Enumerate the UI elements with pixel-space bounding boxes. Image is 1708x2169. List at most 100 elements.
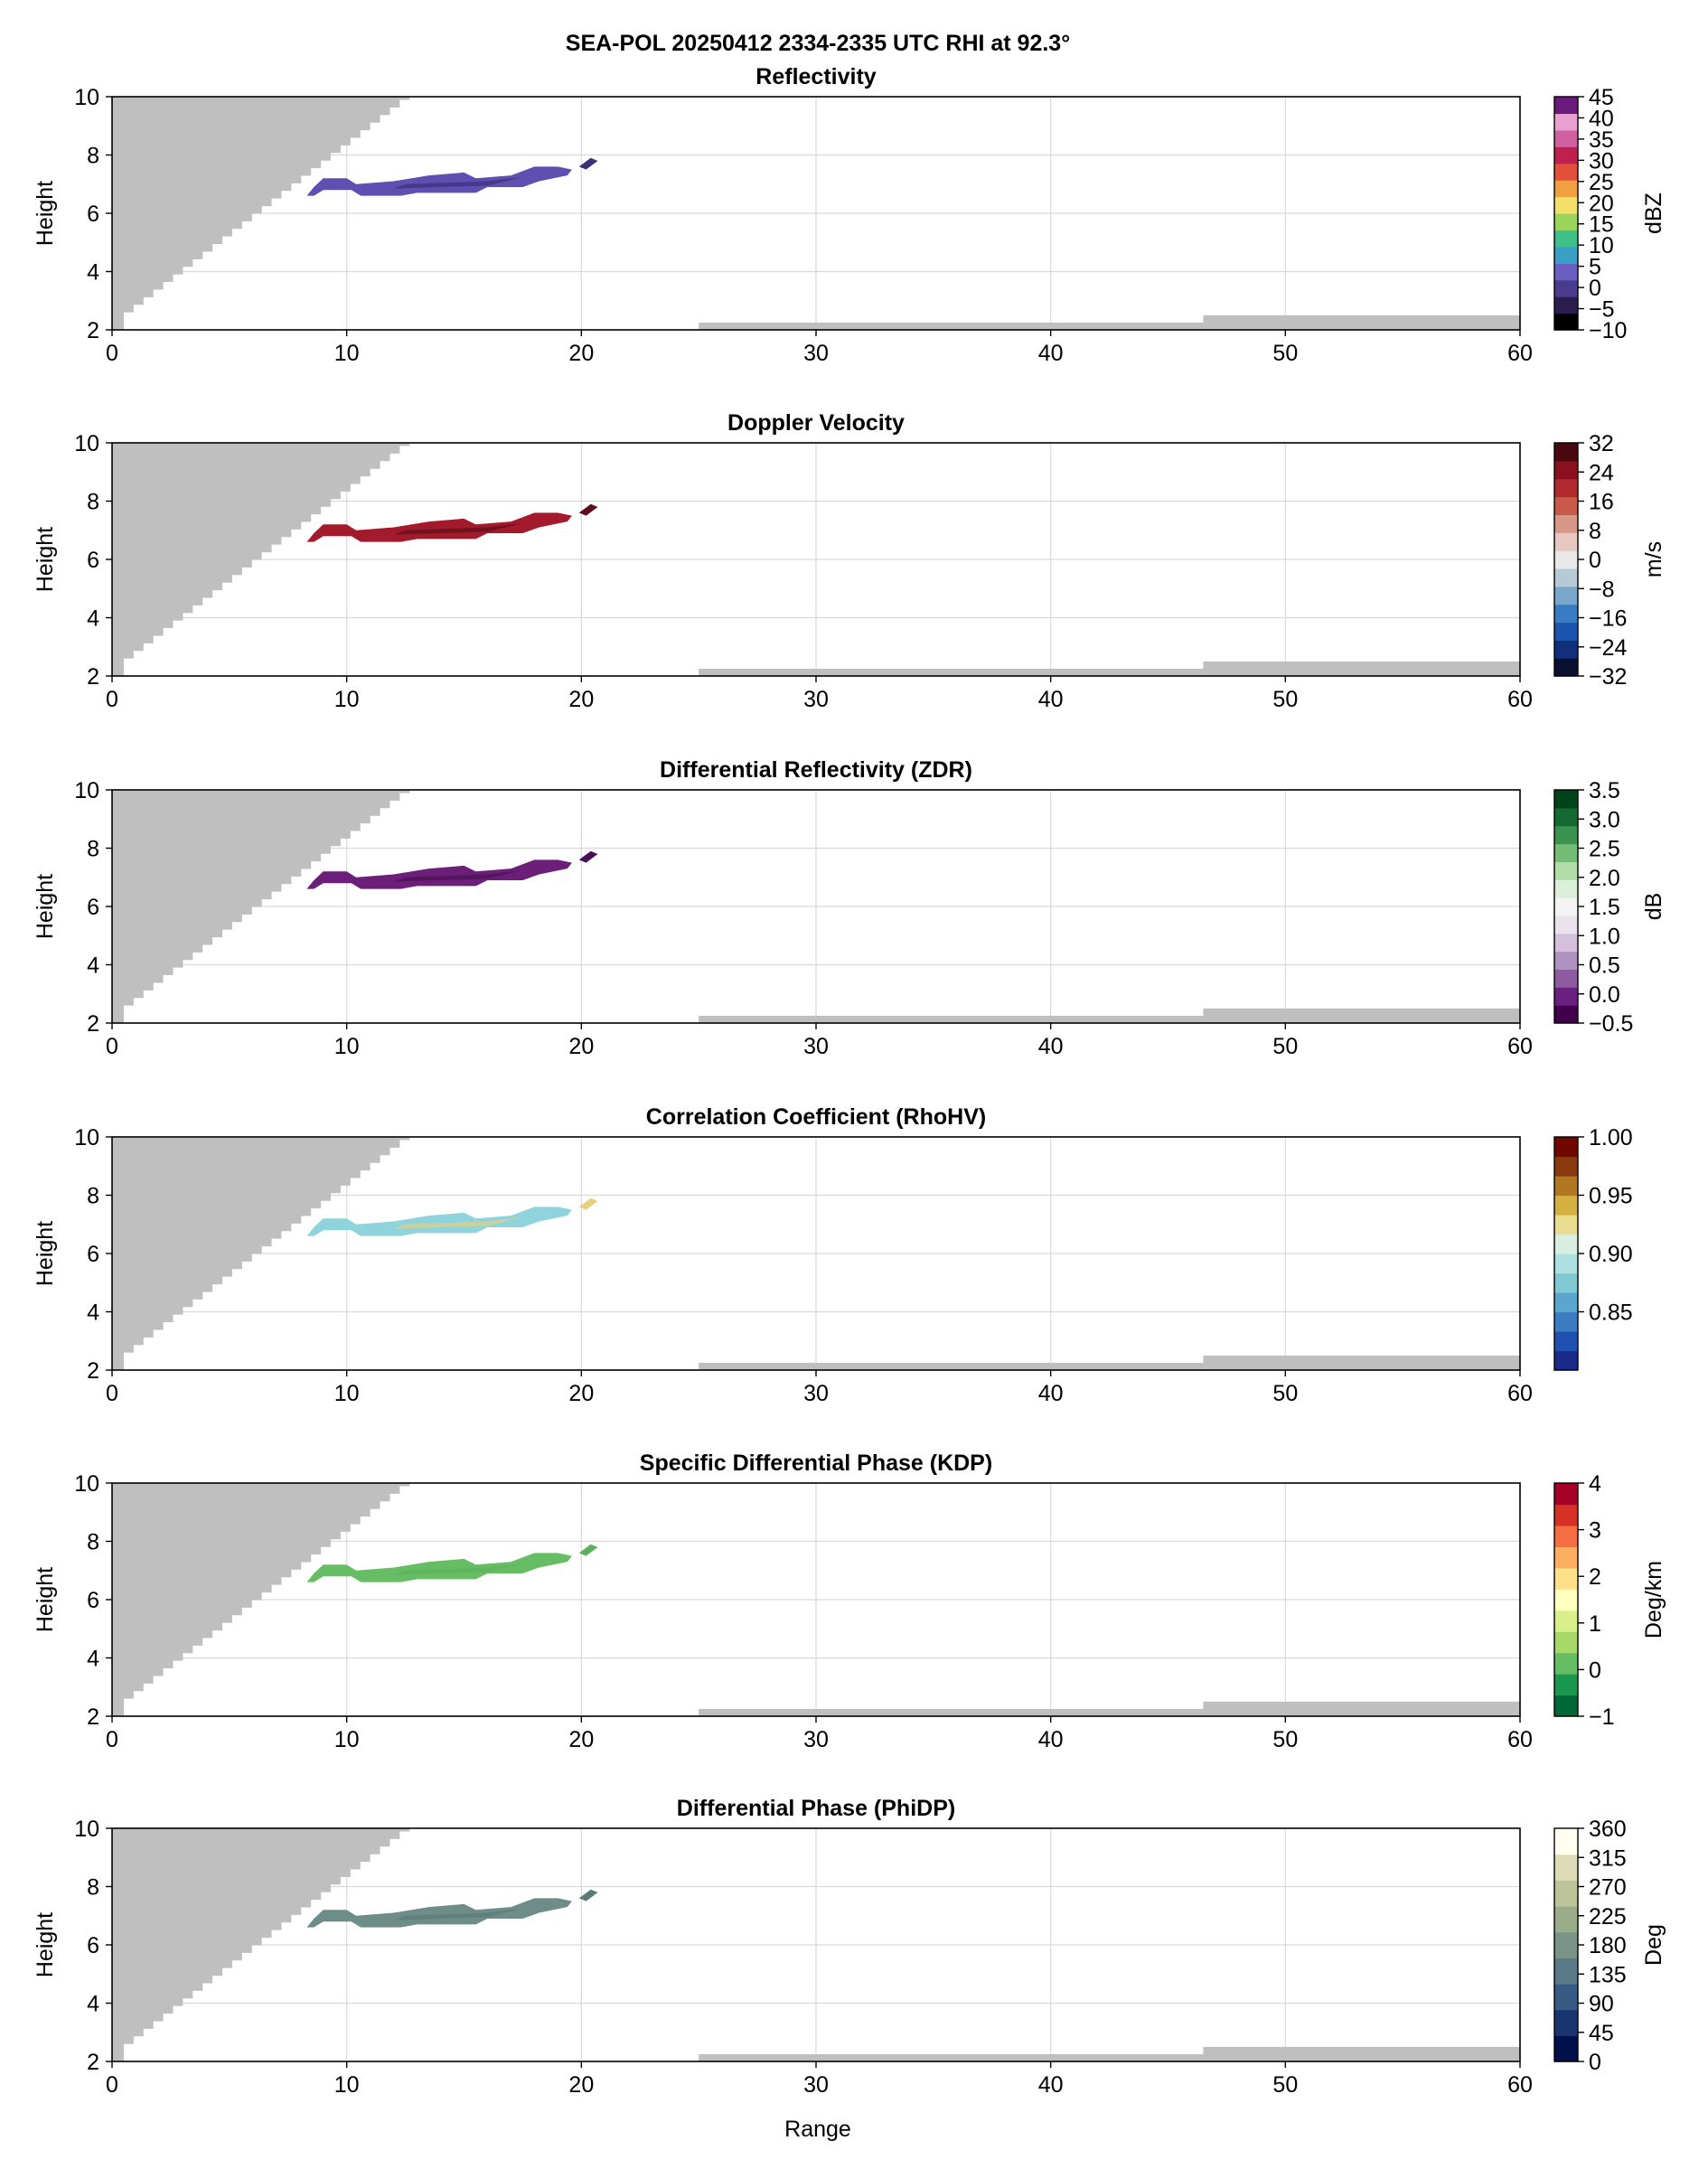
colorbar-tick-label: 1 bbox=[1589, 1611, 1601, 1637]
colorbar-band bbox=[1554, 1292, 1578, 1313]
x-tick-label: 40 bbox=[1038, 2072, 1064, 2098]
colorbar-band bbox=[1554, 1254, 1578, 1274]
colorbar-band bbox=[1554, 296, 1578, 315]
colorbar-tick-label: 0 bbox=[1589, 2050, 1601, 2075]
colorbar-band bbox=[1554, 550, 1578, 569]
x-tick-label: 60 bbox=[1507, 1727, 1533, 1752]
colorbar-band bbox=[1554, 1567, 1578, 1590]
colorbar-tick-label: 2.5 bbox=[1589, 837, 1620, 862]
colorbar-tick-label: 2 bbox=[1589, 1564, 1601, 1590]
colorbar-tick-label: 360 bbox=[1589, 1817, 1627, 1842]
colorbar-band bbox=[1554, 1906, 1578, 1933]
echo-field bbox=[295, 1898, 572, 1928]
blockage-strip bbox=[699, 322, 1204, 330]
colorbar-tick-label: −16 bbox=[1589, 606, 1627, 632]
colorbar-band bbox=[1554, 129, 1578, 147]
y-tick-label: 2 bbox=[87, 1358, 99, 1384]
x-tick-label: 40 bbox=[1038, 1034, 1064, 1059]
blockage-strip bbox=[699, 1362, 1204, 1370]
colorbar-tick-label: 180 bbox=[1589, 1933, 1627, 1958]
echo-tip bbox=[578, 503, 598, 516]
figure-xlabel: Range bbox=[784, 2117, 851, 2142]
x-tick-label: 30 bbox=[803, 341, 829, 366]
y-axis-label: Height bbox=[33, 181, 58, 246]
x-tick-label: 30 bbox=[803, 1727, 829, 1752]
x-tick-label: 20 bbox=[568, 1034, 594, 1059]
colorbar-band bbox=[1554, 933, 1578, 953]
y-tick-label: 8 bbox=[87, 1875, 99, 1901]
colorbar-tick-label: 4 bbox=[1589, 1471, 1601, 1497]
colorbar-label: Deg/km bbox=[1641, 1561, 1666, 1638]
y-axis-label: Height bbox=[33, 1567, 58, 1632]
y-tick-label: 4 bbox=[87, 1300, 99, 1326]
colorbar-tick-label: 225 bbox=[1589, 1904, 1627, 1930]
blockage-strip bbox=[1203, 1355, 1520, 1370]
colorbar-band bbox=[1554, 146, 1578, 164]
blockage-strip bbox=[699, 1708, 1204, 1716]
colorbar-tick-label: 24 bbox=[1589, 460, 1614, 485]
colorbar-band bbox=[1554, 807, 1578, 827]
blockage-strip bbox=[1203, 2046, 1520, 2061]
colorbar-tick-label: −5 bbox=[1589, 297, 1615, 323]
colorbar-band bbox=[1554, 279, 1578, 297]
colorbar-band bbox=[1554, 568, 1578, 587]
colorbar-band bbox=[1554, 825, 1578, 845]
y-tick-label: 6 bbox=[87, 548, 99, 573]
x-tick-label: 30 bbox=[803, 1034, 829, 1059]
y-tick-label: 6 bbox=[87, 895, 99, 920]
y-tick-label: 4 bbox=[87, 1647, 99, 1672]
colorbar-band bbox=[1554, 604, 1578, 624]
x-tick-label: 50 bbox=[1272, 1381, 1298, 1406]
colorbar-tick-label: 32 bbox=[1589, 431, 1614, 456]
x-tick-label: 40 bbox=[1038, 1727, 1064, 1752]
y-tick-label: 4 bbox=[87, 953, 99, 979]
x-tick-label: 30 bbox=[803, 1381, 829, 1406]
colorbar-band bbox=[1554, 460, 1578, 480]
colorbar-band bbox=[1554, 1958, 1578, 1985]
colorbar-band bbox=[1554, 915, 1578, 934]
panel-title: Correlation Coefficient (RhoHV) bbox=[646, 1104, 986, 1130]
y-tick-label: 8 bbox=[87, 1184, 99, 1209]
x-tick-label: 10 bbox=[334, 1034, 360, 1059]
figure-suptitle: SEA-POL 20250412 2334-2335 UTC RHI at 92… bbox=[566, 31, 1070, 56]
y-tick-label: 6 bbox=[87, 202, 99, 227]
x-tick-label: 0 bbox=[106, 341, 118, 366]
colorbar-band bbox=[1554, 1331, 1578, 1352]
blockage-wedge bbox=[112, 443, 420, 676]
x-tick-label: 10 bbox=[334, 1727, 360, 1752]
y-tick-label: 10 bbox=[74, 1817, 99, 1842]
colorbar-tick-label: −32 bbox=[1589, 664, 1627, 690]
x-tick-label: 20 bbox=[568, 1727, 594, 1752]
colorbar-band bbox=[1554, 97, 1578, 115]
colorbar-band bbox=[1554, 180, 1578, 198]
echo-core bbox=[393, 1216, 523, 1229]
blockage-wedge bbox=[112, 790, 420, 1023]
y-tick-label: 6 bbox=[87, 1588, 99, 1613]
y-tick-label: 10 bbox=[74, 778, 99, 803]
colorbar-tick-label: 90 bbox=[1589, 1992, 1614, 2017]
blockage-strip bbox=[699, 668, 1204, 676]
x-tick-label: 0 bbox=[106, 1381, 118, 1406]
x-tick-label: 20 bbox=[568, 1381, 594, 1406]
colorbar-tick-label: 45 bbox=[1589, 85, 1614, 110]
x-tick-label: 20 bbox=[568, 687, 594, 712]
colorbar-band bbox=[1554, 1984, 1578, 2011]
colorbar-tick-label: 45 bbox=[1589, 2021, 1614, 2046]
y-axis-label: Height bbox=[33, 1912, 58, 1977]
colorbar-band bbox=[1554, 790, 1578, 809]
panel-title: Reflectivity bbox=[755, 64, 876, 89]
x-tick-label: 40 bbox=[1038, 341, 1064, 366]
colorbar-tick-label: 16 bbox=[1589, 490, 1614, 515]
blockage-strip bbox=[699, 2053, 1204, 2061]
colorbar-label: m/s bbox=[1641, 541, 1666, 577]
x-tick-label: 0 bbox=[106, 1727, 118, 1752]
x-tick-label: 10 bbox=[334, 2072, 360, 2098]
colorbar-band bbox=[1554, 1311, 1578, 1332]
colorbar-band bbox=[1554, 113, 1578, 131]
plot-area bbox=[112, 1483, 1520, 1716]
x-tick-label: 60 bbox=[1507, 1381, 1533, 1406]
y-axis-label: Height bbox=[33, 1221, 58, 1286]
plot-area bbox=[112, 1137, 1520, 1370]
